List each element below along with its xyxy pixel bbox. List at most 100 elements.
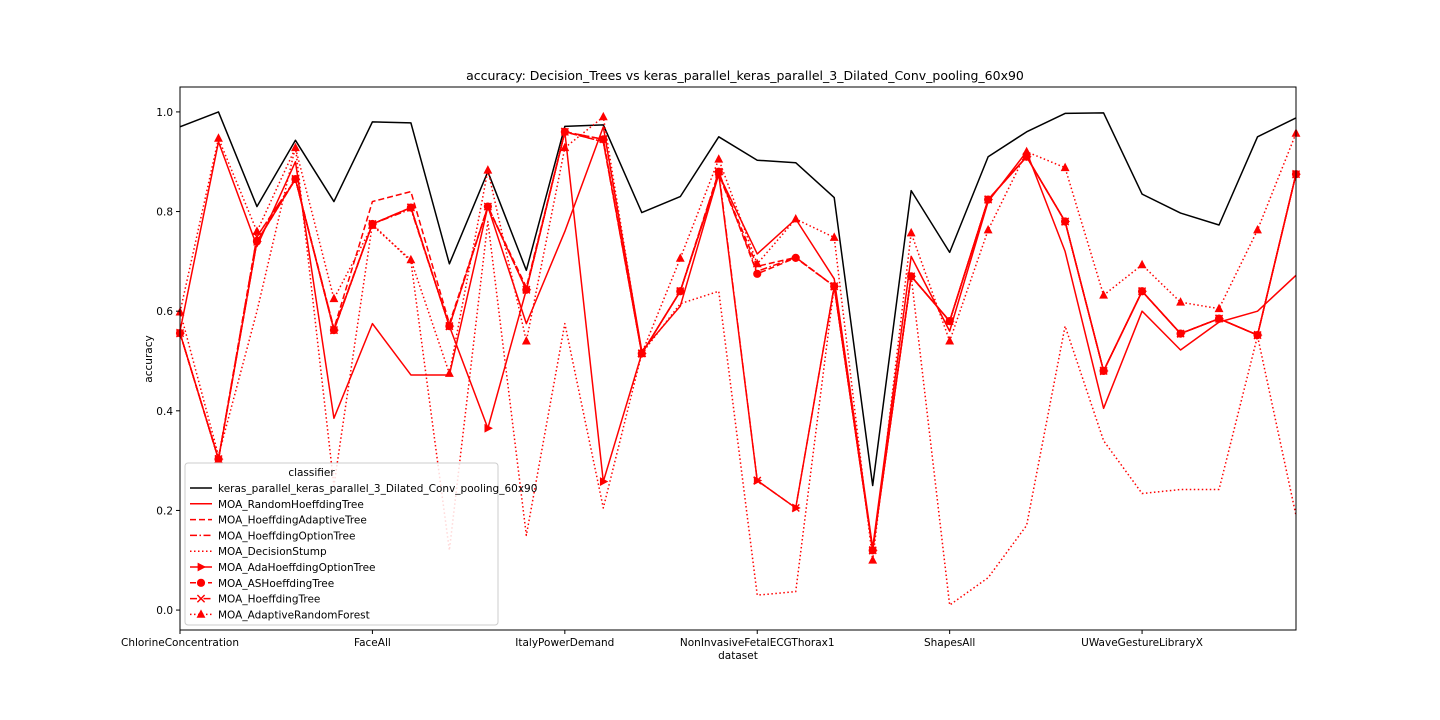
data-point bbox=[329, 293, 339, 303]
y-tick-label: 0.2 bbox=[156, 505, 173, 517]
x-tick-label: NonInvasiveFetalECGThorax1 bbox=[680, 637, 835, 649]
data-point bbox=[753, 269, 762, 278]
y-tick-label: 0.0 bbox=[156, 605, 173, 617]
data-point bbox=[1022, 146, 1032, 156]
data-point bbox=[675, 253, 685, 262]
data-point bbox=[560, 127, 569, 136]
data-point bbox=[1253, 224, 1262, 234]
data-point bbox=[484, 423, 493, 433]
data-point bbox=[791, 253, 800, 262]
chart-title: accuracy: Decision_Trees vs keras_parall… bbox=[466, 68, 1024, 83]
data-point bbox=[1061, 217, 1070, 226]
legend-label: MOA_HoeffdingOptionTree bbox=[218, 530, 355, 542]
data-point bbox=[868, 546, 877, 555]
legend-marker bbox=[197, 562, 207, 572]
data-point bbox=[406, 254, 416, 264]
legend-label: MOA_HoeffdingAdaptiveTree bbox=[218, 515, 367, 527]
x-axis-label: dataset bbox=[718, 650, 758, 662]
data-point bbox=[1214, 314, 1224, 323]
data-point bbox=[830, 282, 839, 291]
data-point bbox=[791, 213, 801, 223]
data-point bbox=[1253, 330, 1262, 340]
legend-title: classifier bbox=[288, 467, 335, 479]
x-tick-label: UWaveGestureLibraryX bbox=[1081, 637, 1203, 649]
data-point bbox=[906, 227, 916, 237]
data-point bbox=[1099, 366, 1108, 376]
y-tick-label: 0.6 bbox=[156, 306, 173, 318]
plot-area bbox=[180, 111, 1296, 606]
x-tick-label: ShapesAll bbox=[924, 637, 975, 649]
data-point bbox=[252, 226, 262, 235]
legend-label: MOA_AdaptiveRandomForest bbox=[218, 609, 370, 621]
series-line-MOA_DecisionStump bbox=[180, 146, 1296, 606]
legend-label: keras_parallel_keras_parallel_3_Dilated_… bbox=[218, 483, 537, 495]
data-point bbox=[907, 272, 916, 281]
data-point bbox=[367, 220, 377, 229]
data-point bbox=[791, 503, 800, 513]
data-point bbox=[252, 237, 262, 246]
data-point bbox=[676, 287, 685, 296]
y-tick-label: 0.4 bbox=[156, 406, 173, 418]
data-point bbox=[406, 203, 415, 212]
y-axis: 0.0 0.2 0.4 0.6 0.8 1.0 bbox=[156, 107, 180, 617]
data-point bbox=[945, 336, 955, 345]
data-point bbox=[1176, 329, 1185, 338]
legend-label: MOA_ASHoeffdingTree bbox=[218, 578, 334, 590]
legend-label: MOA_HoeffdingTree bbox=[218, 594, 320, 606]
y-tick-label: 1.0 bbox=[156, 107, 173, 119]
data-point bbox=[714, 154, 724, 163]
data-point bbox=[522, 285, 531, 294]
series-line-MOA_AdaptiveRandomForest bbox=[180, 116, 1296, 562]
legend-marker bbox=[196, 594, 206, 603]
data-point bbox=[445, 322, 454, 331]
data-point bbox=[329, 326, 339, 335]
series-line-MOA_HoeffdingAdaptiveTree bbox=[180, 131, 1296, 551]
data-point bbox=[291, 142, 300, 152]
data-point bbox=[214, 133, 223, 142]
data-point bbox=[868, 555, 878, 564]
data-point bbox=[1060, 162, 1070, 172]
legend: classifier keras_parallel_keras_parallel_… bbox=[184, 462, 537, 626]
data-point bbox=[560, 142, 570, 152]
legend-marker bbox=[196, 578, 206, 587]
x-tick-label: ChlorineConcentration bbox=[121, 637, 239, 649]
series-line-keras_parallel_keras_parallel_3_Dilated_Conv_pooling_60x90 bbox=[180, 111, 1296, 487]
data-point bbox=[714, 167, 723, 176]
data-point bbox=[984, 195, 993, 204]
data-point bbox=[1137, 287, 1147, 296]
series-line-MOA_HoeffdingTree bbox=[180, 131, 1296, 552]
data-point bbox=[1176, 297, 1185, 306]
data-point bbox=[214, 455, 223, 464]
data-point bbox=[444, 368, 454, 377]
data-point bbox=[521, 336, 531, 345]
legend-label: MOA_DecisionStump bbox=[218, 546, 327, 558]
y-axis-label: accuracy bbox=[143, 335, 155, 382]
data-point bbox=[599, 135, 608, 144]
legend-box bbox=[184, 462, 499, 626]
data-point bbox=[753, 476, 762, 485]
plot-frame bbox=[179, 86, 1297, 631]
legend-label: MOA_RandomHoeffdingTree bbox=[218, 499, 364, 511]
legend-label: MOA_AdaHoeffdingOptionTree bbox=[218, 562, 376, 574]
data-point bbox=[483, 202, 492, 211]
data-point bbox=[1099, 290, 1109, 299]
series-line-MOA_RandomHoeffdingTree bbox=[180, 126, 1296, 549]
data-point bbox=[829, 232, 839, 241]
marker-layer bbox=[175, 111, 1302, 564]
data-point bbox=[983, 224, 993, 234]
data-point bbox=[483, 165, 493, 174]
x-tick-label: ItalyPowerDemand bbox=[515, 637, 614, 649]
data-point bbox=[637, 348, 647, 357]
data-point bbox=[291, 175, 300, 184]
legend-marker bbox=[196, 609, 206, 618]
x-axis: ChlorineConcentration FaceAll ItalyPowerDe… bbox=[121, 630, 1203, 649]
x-tick-label: FaceAll bbox=[354, 637, 391, 649]
data-point bbox=[598, 111, 608, 121]
data-point bbox=[945, 317, 954, 326]
data-point bbox=[752, 258, 762, 268]
data-point bbox=[1214, 303, 1224, 313]
data-point bbox=[599, 477, 609, 486]
y-tick-label: 0.8 bbox=[156, 207, 173, 219]
data-point bbox=[1137, 259, 1147, 269]
